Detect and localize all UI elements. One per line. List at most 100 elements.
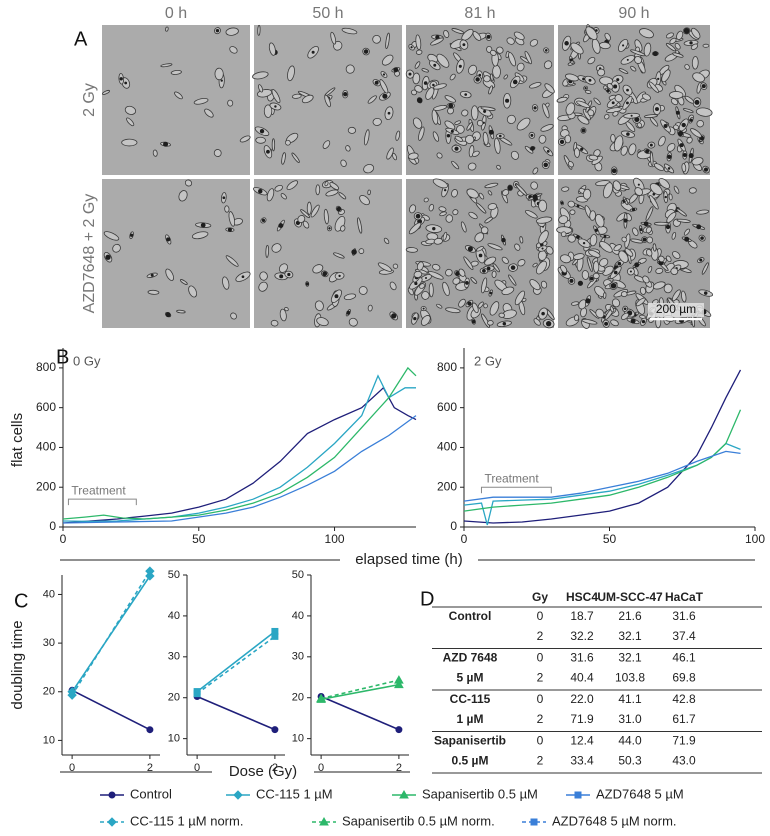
cell-shape (567, 234, 576, 243)
cell-nucleus (541, 311, 545, 316)
cell-shape (347, 126, 357, 134)
cell-shape (383, 237, 390, 245)
cell-nucleus (241, 275, 245, 279)
cell-shape (525, 209, 538, 219)
cell-nucleus (391, 313, 397, 319)
cell-shape (545, 246, 554, 255)
cell-nucleus (533, 106, 537, 110)
cell-shape (620, 145, 628, 156)
cell-nucleus (530, 133, 534, 137)
cell-nucleus (532, 194, 538, 200)
cell-shape (642, 275, 650, 284)
cell-shape (444, 120, 456, 130)
cell-shape (565, 102, 576, 116)
cell-shape (690, 128, 702, 138)
cell-shape (641, 93, 651, 101)
cell-nucleus (220, 79, 223, 82)
cell-shape (484, 256, 497, 266)
series-line (71, 570, 151, 696)
cell-shape (285, 139, 291, 146)
cell-nucleus (616, 78, 620, 82)
cell-nucleus (701, 84, 706, 89)
cell-nucleus (200, 222, 206, 228)
x-tick-label: 100 (325, 532, 345, 546)
cell-shape (392, 152, 398, 161)
table-cell: 0 (537, 734, 544, 748)
cell-nucleus (576, 204, 580, 208)
cell-shape (431, 109, 439, 125)
cell-shape (514, 243, 521, 251)
cell-shape (542, 103, 550, 119)
cell-nucleus (700, 236, 704, 240)
cell-shape (425, 87, 435, 100)
cell-shape (655, 267, 664, 274)
cell-nucleus (652, 51, 658, 57)
y-tick-label: 30 (168, 651, 180, 663)
cell-shape (170, 69, 182, 75)
cell-shape (532, 262, 538, 268)
cell-shape (433, 105, 448, 111)
cell-nucleus (150, 273, 154, 277)
cell-nucleus (166, 237, 171, 242)
cell-shape (445, 307, 461, 314)
y-tick-label: 200 (437, 479, 457, 493)
marker (233, 790, 243, 800)
cell-shape (324, 94, 331, 108)
cell-shape (669, 91, 684, 99)
cell-shape (278, 263, 288, 273)
cell-shape (345, 145, 351, 152)
cell-nucleus (625, 101, 629, 105)
row-label: AZD7648 + 2 Gy (81, 194, 98, 314)
cell-shape (604, 32, 611, 41)
cell-shape (372, 34, 381, 44)
cell-shape (458, 268, 466, 277)
cell-nucleus (413, 316, 417, 321)
cell-nucleus (655, 107, 659, 112)
cell-shape (508, 52, 516, 67)
scale-bar-label: 200 µm (656, 302, 696, 316)
cell-nucleus (343, 92, 348, 97)
cell-shape (691, 56, 699, 70)
cell-shape (653, 221, 669, 226)
cell-shape (529, 82, 542, 89)
cell-shape (673, 185, 680, 194)
cell-shape (367, 189, 371, 196)
cell-shape (409, 204, 417, 214)
cell-shape (530, 181, 538, 190)
cell-shape (165, 268, 174, 281)
annotation: Treatment (484, 471, 539, 485)
marker (394, 675, 404, 684)
cell-nucleus (611, 101, 615, 105)
cell-shape (594, 213, 605, 228)
cell-nucleus (415, 213, 421, 219)
cell-shape (475, 202, 487, 214)
cell-shape (487, 203, 498, 211)
cell-nucleus (546, 149, 550, 153)
cell-shape (599, 41, 611, 50)
series-line (196, 695, 276, 731)
cell-shape (658, 178, 671, 189)
cell-shape (300, 209, 311, 219)
cell-shape (695, 107, 713, 117)
cell-nucleus (595, 29, 598, 32)
cell-nucleus (626, 88, 629, 92)
cell-nucleus (642, 237, 647, 242)
table-cell: 43.0 (672, 754, 696, 768)
marker (574, 791, 582, 799)
cell-nucleus (603, 234, 607, 238)
cell-shape (466, 188, 479, 199)
cell-shape (315, 184, 321, 196)
cell-shape (483, 303, 488, 309)
cell-shape (560, 254, 572, 264)
column-label: 50 h (312, 5, 343, 22)
cell-shape (502, 189, 510, 196)
cell-nucleus (165, 312, 171, 318)
cell-nucleus (482, 269, 486, 273)
cell-nucleus (408, 72, 412, 76)
cell-shape (668, 193, 673, 201)
cell-shape (467, 162, 477, 171)
cell-shape (385, 32, 390, 49)
y-tick-label: 20 (292, 692, 304, 704)
table-cell: 44.0 (618, 734, 642, 748)
cell-nucleus (582, 241, 586, 245)
